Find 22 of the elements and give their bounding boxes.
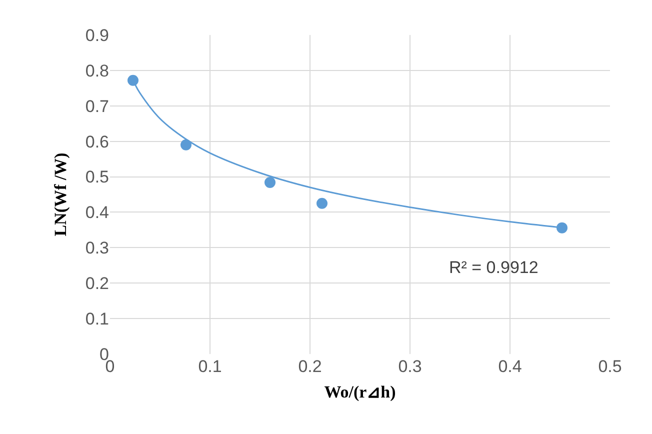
x-tick-label: 0.4 bbox=[498, 357, 522, 376]
y-tick-label: 0.3 bbox=[85, 238, 109, 258]
y-tick-label: 0.6 bbox=[85, 132, 109, 152]
y-tick-label: 0.4 bbox=[85, 203, 109, 222]
x-tick-label: 0.2 bbox=[298, 357, 322, 376]
y-tick-label: 0.9 bbox=[85, 26, 109, 45]
point bbox=[264, 176, 276, 188]
x-tick-label: 0.5 bbox=[598, 357, 622, 376]
point bbox=[556, 222, 568, 234]
x-tick-label: 0.3 bbox=[398, 357, 422, 376]
point bbox=[180, 139, 192, 150]
x-axis-title: Wo/(r⊿h) bbox=[324, 382, 396, 402]
y-tick-label: 0.8 bbox=[85, 61, 109, 80]
y-tick-label: 0.5 bbox=[85, 168, 109, 187]
point bbox=[316, 198, 328, 209]
point bbox=[128, 74, 138, 86]
annotation: R² = 0.9912 bbox=[449, 258, 538, 277]
y-axis-title: LN(Wf /W) bbox=[50, 152, 70, 236]
y-tick-label: 0.1 bbox=[85, 310, 109, 329]
x-tick-label: 0.1 bbox=[198, 357, 222, 376]
y-tick-label: 0.7 bbox=[85, 96, 109, 116]
y-tick-label: 0.2 bbox=[85, 274, 109, 294]
